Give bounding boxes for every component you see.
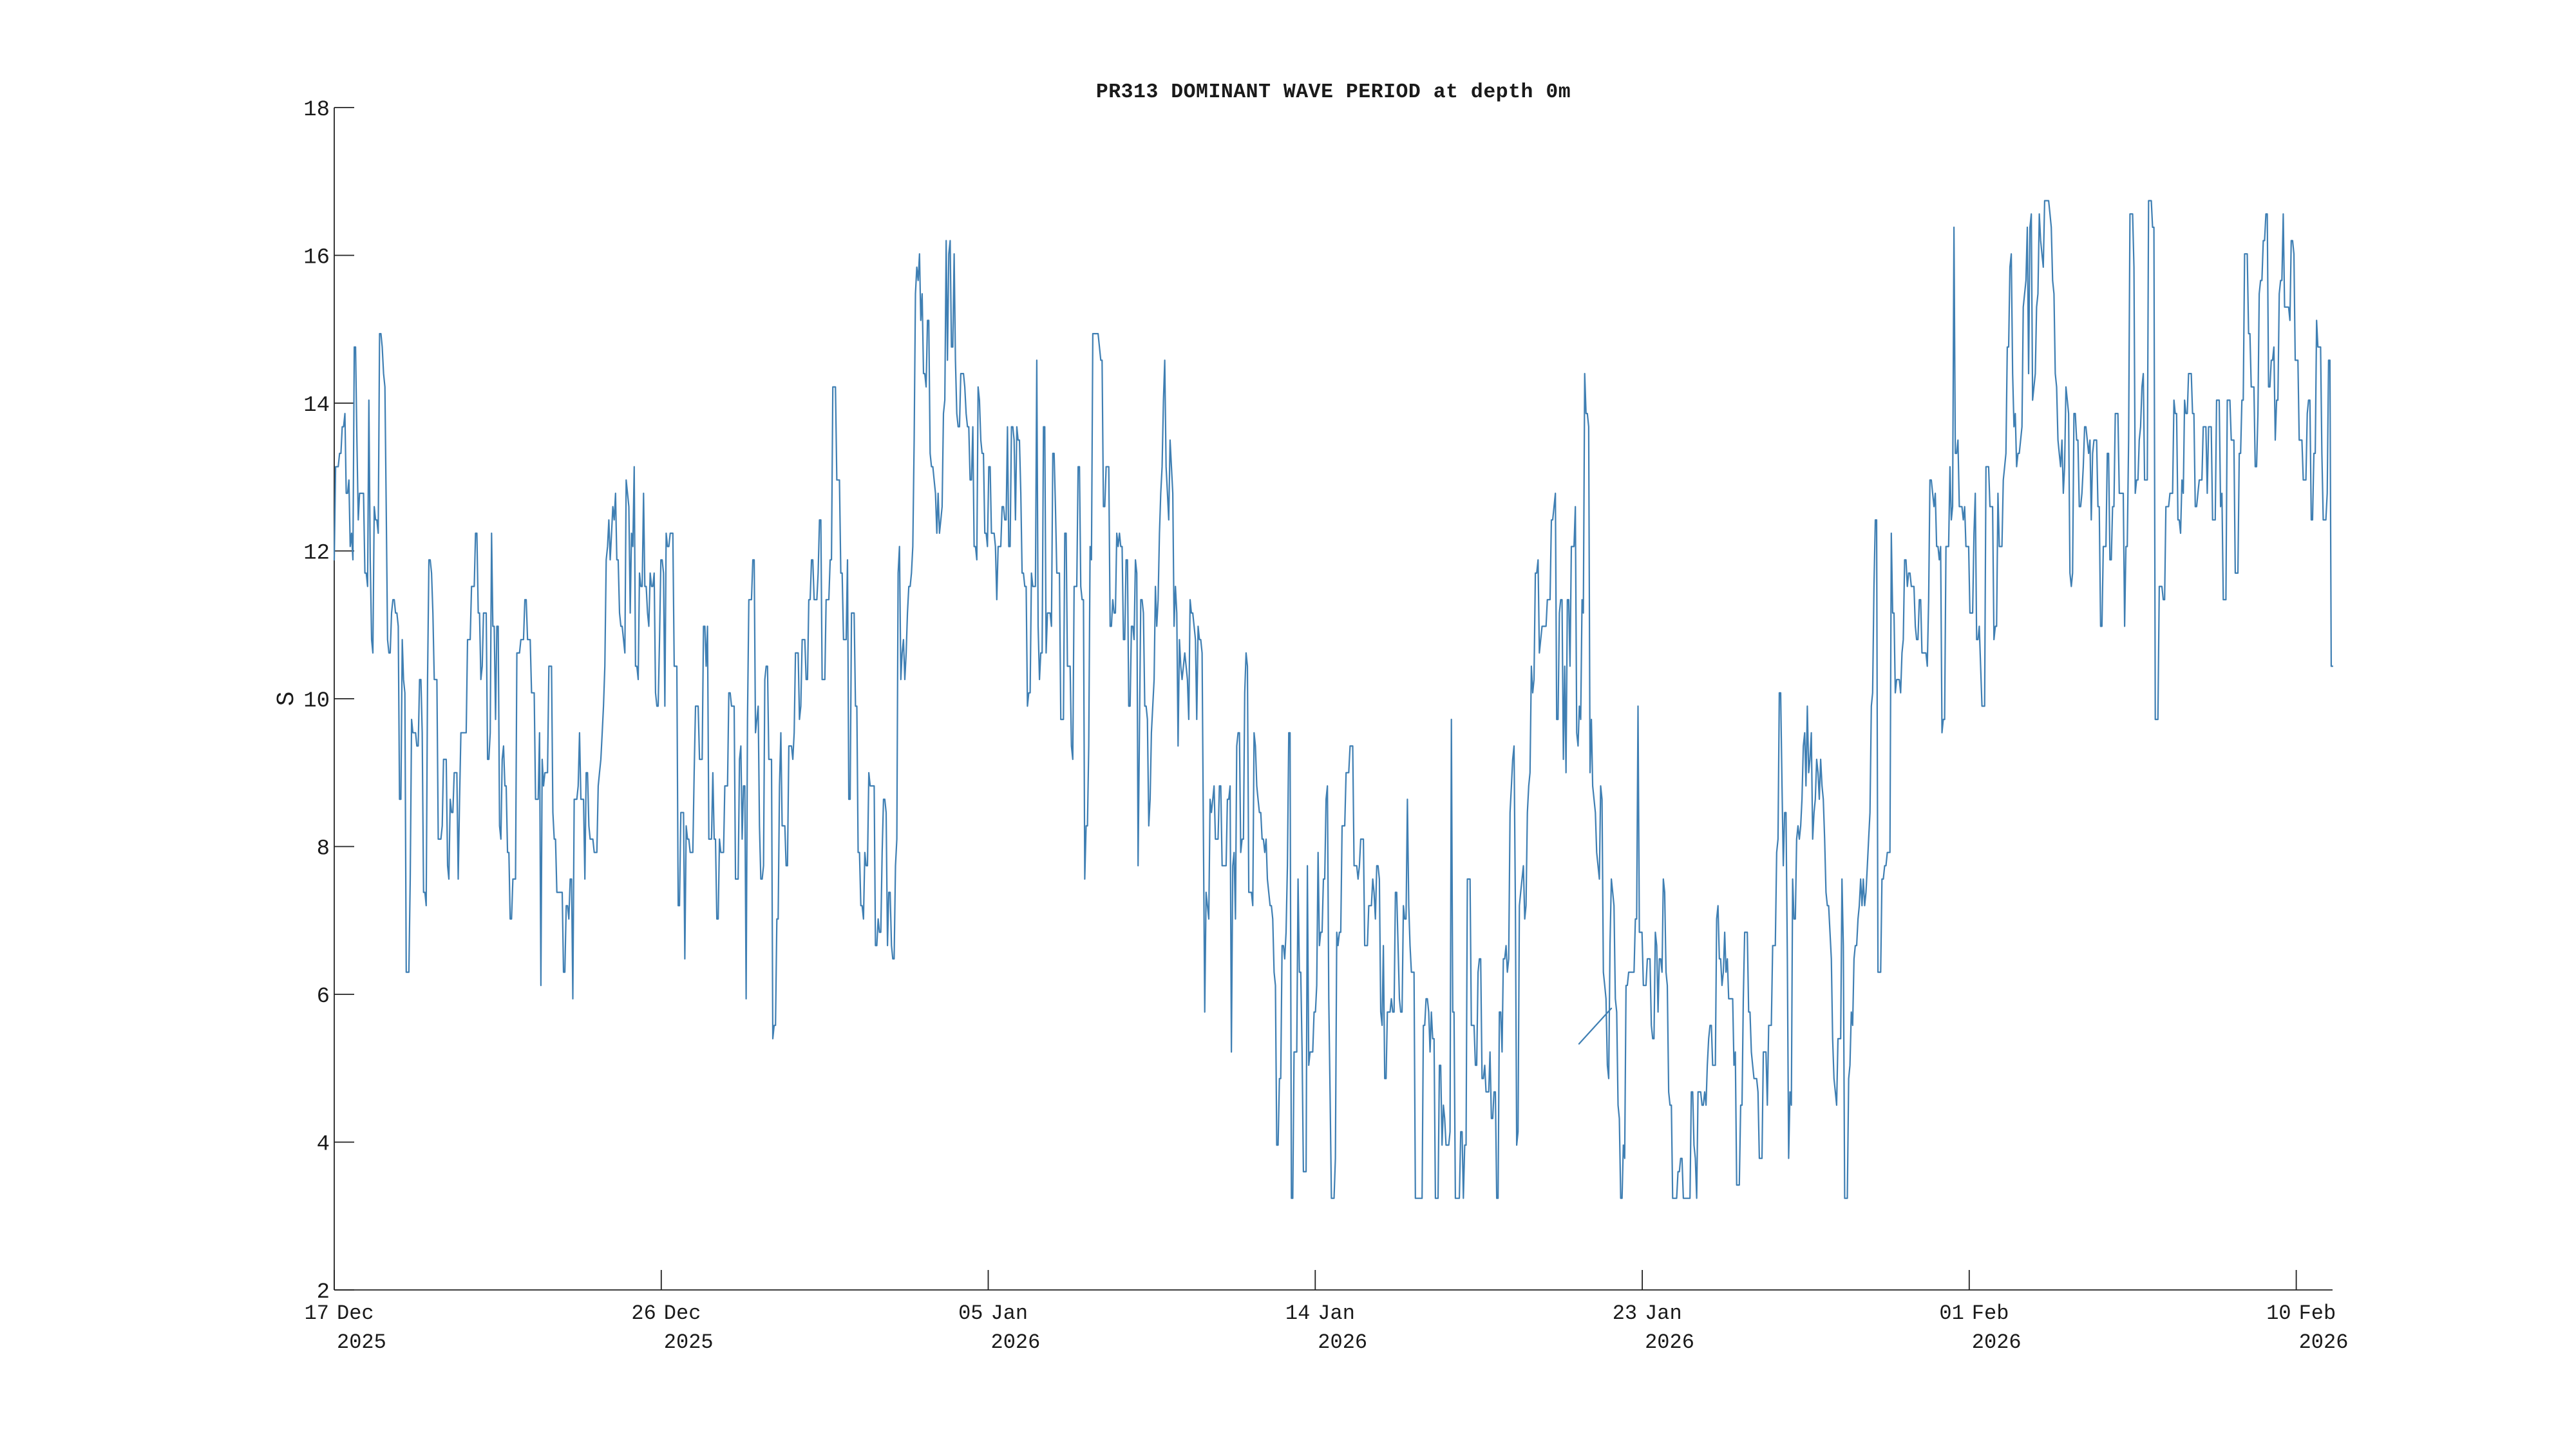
svg-text:Jan: Jan [1318, 1302, 1355, 1325]
svg-text:01: 01 [1939, 1302, 1964, 1325]
svg-text:8: 8 [317, 837, 330, 862]
svg-text:2026: 2026 [2299, 1331, 2349, 1354]
svg-text:4: 4 [317, 1133, 330, 1157]
svg-text:12: 12 [303, 542, 330, 566]
svg-text:2025: 2025 [664, 1331, 714, 1354]
svg-text:14: 14 [1285, 1302, 1310, 1325]
svg-text:Jan: Jan [1645, 1302, 1682, 1325]
svg-text:17: 17 [305, 1302, 329, 1325]
svg-text:10: 10 [303, 689, 330, 714]
svg-text:Feb: Feb [2299, 1302, 2336, 1325]
svg-text:18: 18 [303, 98, 330, 122]
svg-text:05: 05 [958, 1302, 983, 1325]
svg-text:2026: 2026 [1972, 1331, 2022, 1354]
svg-text:S: S [273, 692, 301, 706]
svg-text:2026: 2026 [1645, 1331, 1694, 1354]
svg-text:2026: 2026 [991, 1331, 1041, 1354]
svg-text:Dec: Dec [664, 1302, 701, 1325]
svg-text:26: 26 [631, 1302, 656, 1325]
svg-text:2025: 2025 [337, 1331, 386, 1354]
svg-text:10: 10 [2266, 1302, 2291, 1325]
svg-text:Jan: Jan [991, 1302, 1028, 1325]
svg-text:14: 14 [303, 393, 330, 418]
svg-text:Dec: Dec [337, 1302, 374, 1325]
svg-text:6: 6 [317, 985, 330, 1009]
svg-text:Feb: Feb [1972, 1302, 2009, 1325]
svg-text:16: 16 [303, 246, 330, 270]
svg-text:2026: 2026 [1318, 1331, 1367, 1354]
svg-text:23: 23 [1613, 1302, 1637, 1325]
